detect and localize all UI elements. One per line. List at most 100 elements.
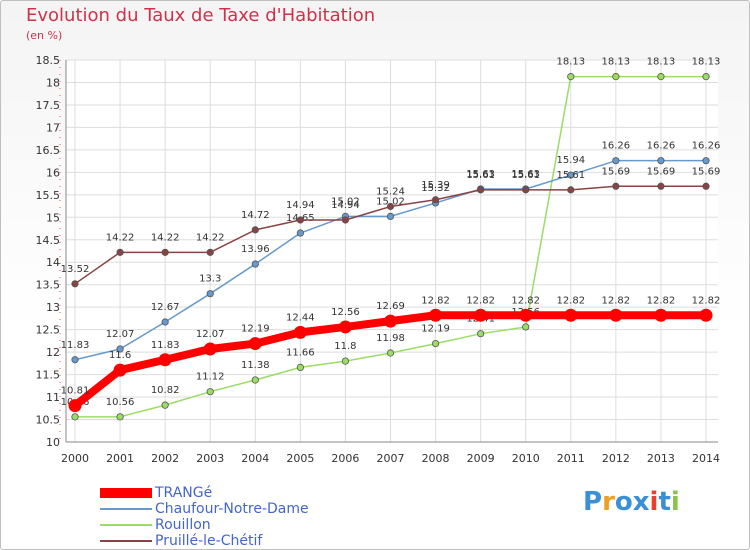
data-point-rouillon (251, 376, 259, 384)
data-label-pruill-le-ch-tif: 14.22 (151, 232, 180, 243)
data-label-rouillon: 18.13 (692, 57, 721, 68)
x-tick-label: 2005 (286, 452, 314, 465)
data-label-trang: 12.56 (331, 307, 360, 318)
data-label-trang: 12.07 (196, 329, 225, 340)
data-label-trang: 12.19 (241, 324, 270, 335)
data-point-chaufour-notre-dame (567, 171, 575, 179)
data-point-rouillon (702, 73, 710, 81)
data-point-pruill-le-ch-tif (71, 280, 79, 288)
data-label-rouillon: 18.13 (602, 57, 631, 68)
data-point-rouillon (477, 330, 485, 338)
data-label-trang: 12.82 (692, 295, 721, 306)
data-point-pruill-le-ch-tif (161, 248, 169, 256)
data-label-trang: 11.83 (151, 340, 180, 351)
data-label-pruill-le-ch-tif: 14.94 (286, 200, 315, 211)
x-tick-label: 2011 (557, 452, 585, 465)
data-label-pruill-le-ch-tif: 15.69 (692, 166, 721, 177)
data-label-rouillon: 11.66 (286, 347, 315, 358)
data-point-trang (384, 314, 397, 328)
y-tick-label: 13 (46, 301, 60, 314)
data-label-chaufour-notre-dame: 16.26 (602, 141, 631, 152)
data-label-pruill-le-ch-tif: 13.52 (61, 264, 90, 275)
data-point-trang (338, 320, 352, 334)
data-label-pruill-le-ch-tif: 14.22 (106, 232, 135, 243)
data-label-pruill-le-ch-tif: 15.61 (466, 170, 495, 181)
y-tick-label: 18 (46, 76, 60, 89)
data-point-rouillon (71, 413, 79, 421)
y-tick-label: 12.5 (36, 324, 61, 337)
data-point-pruill-le-ch-tif (431, 196, 440, 204)
x-tick-label: 2008 (422, 452, 450, 465)
logo-letter: o (614, 487, 633, 517)
data-label-rouillon: 10.82 (151, 385, 180, 396)
data-point-trang (113, 363, 127, 377)
data-point-chaufour-notre-dame (612, 157, 620, 165)
x-tick-label: 2007 (377, 452, 405, 465)
logo-letter: P (583, 487, 603, 517)
y-tick-label: 16 (46, 166, 60, 179)
data-point-chaufour-notre-dame (116, 345, 124, 353)
x-tick-label: 2012 (602, 452, 630, 465)
data-point-chaufour-notre-dame (296, 229, 304, 237)
data-label-chaufour-notre-dame: 13.96 (241, 244, 270, 255)
y-tick-label: 10 (46, 436, 60, 449)
data-label-pruill-le-ch-tif: 15.39 (421, 180, 450, 191)
legend-swatch-trange (100, 488, 152, 498)
data-label-trang: 10.81 (61, 386, 90, 397)
legend-swatch-rouillon (100, 524, 152, 526)
legend-swatch-pruille (100, 540, 152, 542)
data-label-rouillon: 11.98 (376, 333, 405, 344)
proxiti-logo: Proxiti (583, 487, 680, 517)
y-tick-label: 18.5 (36, 54, 61, 67)
data-label-rouillon: 12.19 (421, 324, 450, 335)
y-tick-label: 10.5 (36, 414, 61, 427)
data-label-chaufour-notre-dame: 16.26 (647, 141, 676, 152)
data-label-trang: 11.6 (109, 350, 131, 361)
data-point-rouillon (522, 323, 530, 331)
data-label-rouillon: 18.13 (556, 57, 585, 68)
y-tick-label: 16.5 (36, 144, 61, 157)
data-point-rouillon (341, 357, 350, 365)
chart-unit-label: (en %) (26, 29, 63, 42)
data-point-chaufour-notre-dame (657, 157, 665, 165)
data-label-pruill-le-ch-tif: 15.61 (511, 170, 540, 181)
y-tick-label: 11.5 (36, 369, 61, 382)
data-point-trang (68, 399, 82, 413)
data-label-chaufour-notre-dame: 13.3 (199, 274, 221, 285)
data-point-rouillon (612, 73, 620, 81)
logo-letter: r (602, 487, 615, 517)
legend-label: Chaufour-Notre-Dame (155, 501, 309, 517)
data-point-rouillon (206, 388, 214, 396)
data-label-chaufour-notre-dame: 12.67 (151, 302, 180, 313)
data-label-chaufour-notre-dame: 11.83 (61, 340, 90, 351)
data-label-chaufour-notre-dame: 15.94 (556, 155, 585, 166)
data-point-chaufour-notre-dame (71, 356, 79, 364)
x-tick-label: 2001 (106, 452, 134, 465)
y-tick-label: 15.5 (36, 189, 61, 202)
data-label-pruill-le-ch-tif: 15.69 (602, 166, 631, 177)
x-tick-label: 2002 (151, 452, 179, 465)
data-point-pruill-le-ch-tif (612, 182, 620, 190)
data-point-trang (474, 308, 488, 322)
x-tick-label: 2009 (467, 452, 495, 465)
x-tick-label: 2006 (331, 452, 359, 465)
logo-letter: i (649, 487, 659, 517)
data-label-pruill-le-ch-tif: 14.94 (331, 200, 360, 211)
data-point-chaufour-notre-dame (386, 212, 395, 220)
data-point-trang (654, 308, 668, 322)
data-point-trang (248, 337, 262, 351)
x-tick-label: 2014 (692, 452, 720, 465)
data-point-pruill-le-ch-tif (702, 182, 710, 190)
data-label-pruill-le-ch-tif: 15.24 (376, 187, 405, 198)
data-point-pruill-le-ch-tif (522, 186, 530, 194)
data-point-rouillon (567, 73, 575, 81)
data-label-trang: 12.44 (286, 312, 315, 323)
y-tick-label: 17.5 (36, 99, 61, 112)
data-point-pruill-le-ch-tif (251, 226, 259, 234)
data-label-pruill-le-ch-tif: 15.61 (556, 170, 585, 181)
data-label-rouillon: 11.38 (241, 360, 270, 371)
data-label-chaufour-notre-dame: 16.26 (692, 141, 721, 152)
data-point-trang (564, 308, 578, 322)
data-point-chaufour-notre-dame (206, 290, 214, 298)
